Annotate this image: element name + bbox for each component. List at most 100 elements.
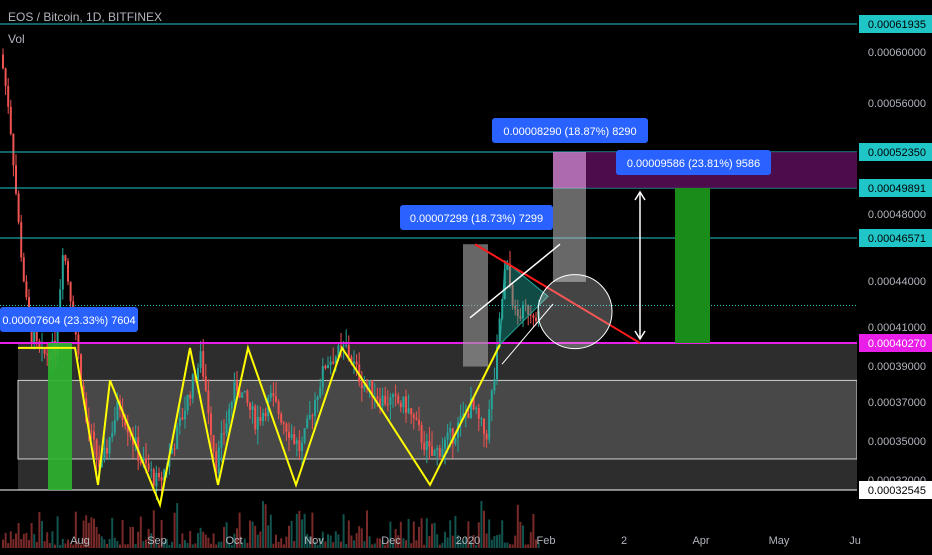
candle: [160, 477, 163, 481]
candle: [7, 85, 10, 107]
candle: [121, 409, 124, 421]
candle: [405, 396, 407, 413]
volume-bar: [483, 510, 485, 548]
volume-bar: [490, 539, 493, 548]
candle: [145, 458, 147, 464]
candle: [220, 433, 223, 448]
price-level-badge: [859, 179, 932, 197]
drawings: [18, 152, 857, 509]
volume-bar: [480, 501, 483, 548]
volume-bar: [142, 541, 145, 548]
volume-bar: [12, 539, 15, 548]
volume-bar: [501, 520, 504, 548]
candle: [503, 269, 506, 299]
time-tick-label: 2: [621, 535, 627, 547]
price-level-badge: [859, 15, 932, 33]
volume-bar: [298, 510, 301, 548]
volume-bar: [95, 526, 98, 548]
volume-bar: [25, 532, 28, 548]
time-tick-label: May: [769, 535, 790, 547]
candle: [184, 410, 186, 420]
volume-bar: [51, 531, 54, 548]
volume-bar: [202, 531, 205, 548]
volume-bar: [285, 536, 288, 548]
time-tick-label: Aug: [70, 535, 90, 547]
volume-bar: [251, 521, 254, 548]
flag-triangle: [499, 259, 549, 346]
volume-bar: [428, 536, 431, 548]
volume-bar: [446, 537, 449, 548]
volume-bar: [74, 511, 77, 548]
candle: [345, 345, 348, 347]
volume-bar: [33, 534, 36, 548]
candle: [516, 309, 519, 317]
volume-bar: [111, 517, 114, 548]
volume-bar: [509, 544, 511, 548]
volume-bar: [493, 536, 496, 548]
candle: [212, 435, 215, 452]
candle: [399, 403, 402, 408]
volume-bar: [168, 544, 171, 548]
volume-bar: [163, 541, 166, 548]
price-axis: 0.00060000 0.00056000 0.00048000 0.00044000…: [857, 0, 932, 550]
volume-bar: [87, 522, 90, 548]
volume-bar: [2, 539, 4, 548]
candle: [402, 396, 405, 408]
candle: [277, 401, 280, 414]
volume-bar: [433, 522, 436, 548]
candle: [272, 393, 275, 397]
volume-bar: [327, 534, 329, 548]
candle: [511, 284, 514, 306]
candle: [171, 448, 173, 454]
volume-bar: [64, 543, 67, 548]
candle: [410, 408, 413, 415]
volume-bar: [420, 518, 423, 548]
volume-bar: [54, 544, 56, 548]
candle: [134, 437, 137, 445]
volume-bar: [197, 533, 199, 548]
volume-bar: [506, 542, 509, 548]
candle: [293, 434, 296, 444]
volume-bar: [147, 528, 150, 548]
volume-bar: [184, 540, 186, 548]
candle: [61, 255, 64, 290]
volume-bar: [246, 542, 249, 548]
volume-bar: [207, 537, 210, 548]
candle: [514, 305, 517, 310]
candle: [82, 385, 85, 399]
candle: [90, 430, 93, 432]
candle: [33, 331, 36, 344]
volume-bar: [69, 543, 72, 548]
time-tick-label: Sep: [147, 535, 167, 547]
candle: [210, 413, 212, 436]
volume-bar: [389, 521, 392, 548]
volume-bar: [459, 540, 462, 548]
candle: [480, 418, 483, 420]
volume-bar: [77, 541, 80, 548]
volume-bar: [210, 543, 212, 548]
price-level-label: 0.00049891: [868, 183, 926, 195]
volume-bar: [449, 520, 452, 548]
volume-bar: [470, 541, 472, 548]
measurement-label-bg: [616, 150, 771, 175]
candle: [288, 431, 290, 438]
candle: [142, 458, 145, 464]
candle: [275, 396, 277, 402]
candle: [298, 440, 301, 452]
volume-bar: [194, 543, 197, 548]
measurement-label-bg: [492, 118, 648, 143]
price-axis-bg: [857, 0, 932, 550]
volume-bar: [264, 504, 267, 548]
candle: [321, 366, 324, 388]
candle: [384, 395, 387, 405]
volume-bar: [337, 534, 340, 548]
candle: [228, 408, 231, 424]
candle: [490, 390, 493, 410]
volume-bar: [444, 531, 446, 548]
price-level-badge: [859, 334, 932, 352]
volume-bar: [272, 543, 275, 548]
volume-bar: [386, 540, 389, 548]
time-tick-label: Dec: [381, 535, 401, 547]
